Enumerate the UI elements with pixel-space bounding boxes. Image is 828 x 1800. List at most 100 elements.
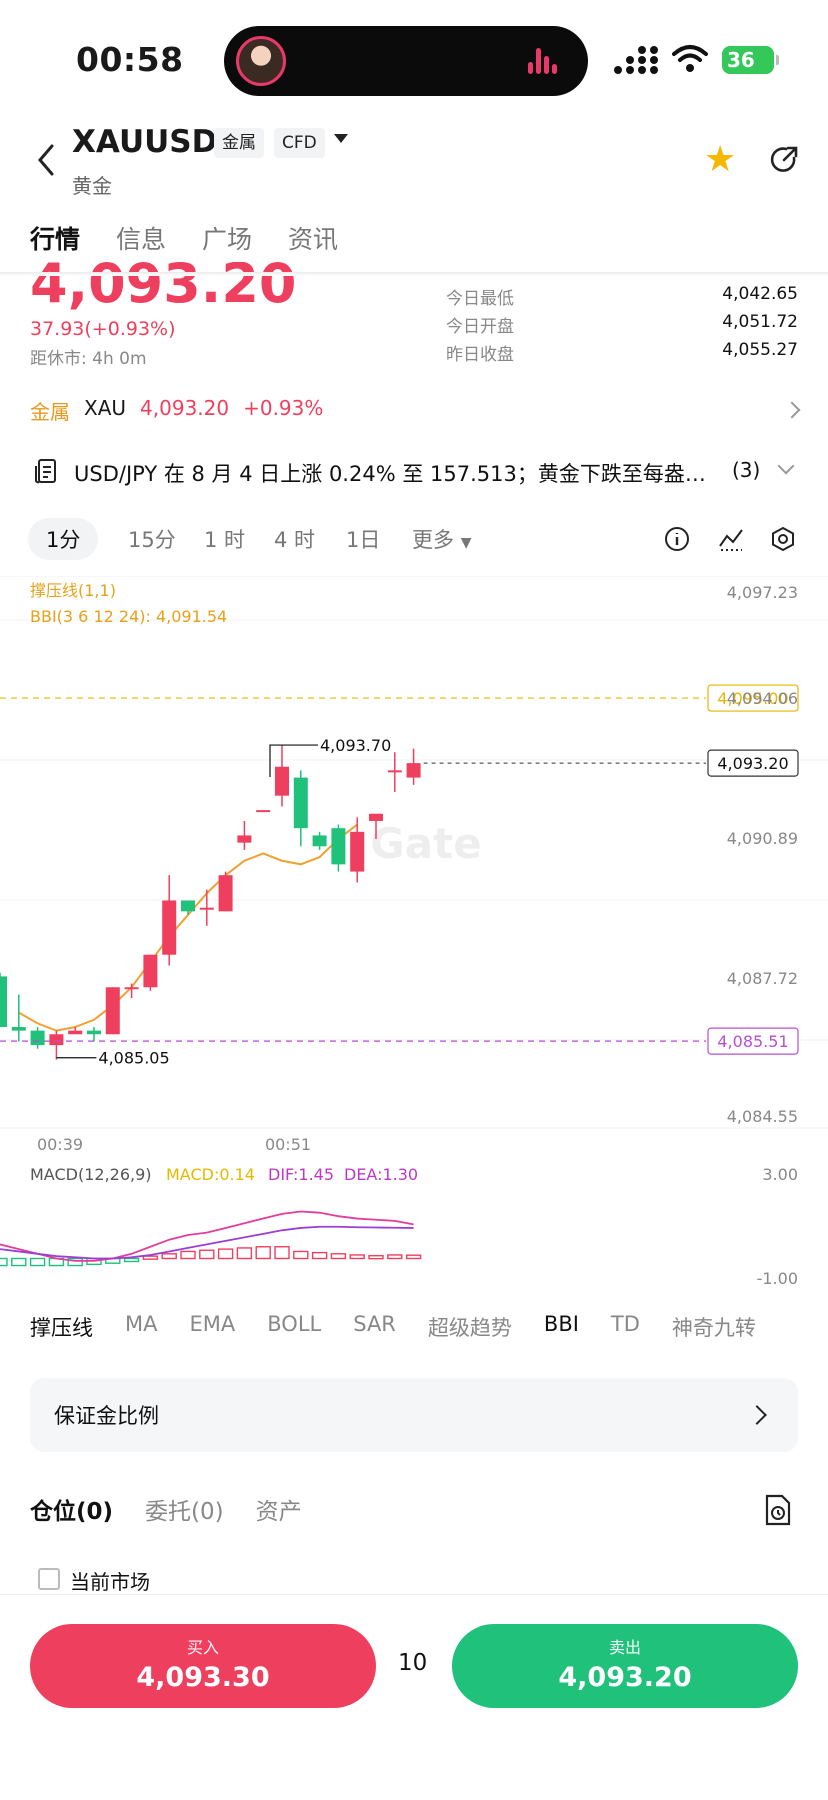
margin-ratio-label: 保证金比例 — [54, 1404, 159, 1428]
candle-body — [162, 900, 177, 955]
macd-histogram-bar — [217, 1248, 234, 1260]
ind-tab-ema[interactable]: EMA — [189, 1312, 236, 1336]
macd-histogram-bar — [0, 1257, 8, 1267]
buy-button[interactable]: 买入 4,093.30 — [30, 1624, 376, 1708]
candle-body — [256, 810, 271, 813]
candle-body — [124, 987, 139, 990]
macd-histogram-bar — [180, 1250, 196, 1260]
cellular-signal-icon — [614, 46, 658, 76]
bbi-label: BBI(3 6 12 24): 4,091.54 — [30, 607, 227, 626]
tag-cfd[interactable]: CFD — [274, 128, 325, 158]
history-doc-icon[interactable] — [764, 1494, 792, 1526]
chevron-right-icon[interactable] — [783, 401, 801, 419]
ind-tab-magic9[interactable]: 神奇九转 — [671, 1316, 756, 1340]
ind-tab-td[interactable]: TD — [610, 1312, 640, 1336]
y-tick: 4,097.23 — [727, 583, 798, 602]
related-metal-row[interactable]: 金属 XAU 4,093.20 +0.93% — [30, 396, 323, 425]
y-tick: 4,084.55 — [727, 1107, 798, 1126]
favorite-star-icon[interactable]: ★ — [704, 139, 737, 180]
chart-settings-icon[interactable] — [770, 526, 796, 552]
macd-histogram-bar — [123, 1257, 140, 1263]
margin-ratio-card[interactable]: 保证金比例 — [30, 1378, 798, 1452]
stat-label-low: 今日最低 — [446, 289, 514, 309]
tab-news[interactable]: 资讯 — [288, 225, 339, 254]
info-icon[interactable] — [664, 526, 690, 552]
price-change: 37.93(+0.93%) — [30, 318, 176, 340]
ind-tab-boll[interactable]: BOLL — [267, 1312, 322, 1336]
tab-assets[interactable]: 资产 — [255, 1499, 302, 1525]
tag-metal: 金属 — [214, 128, 264, 158]
divider — [0, 1594, 828, 1595]
candle-body — [30, 1030, 45, 1046]
order-quantity[interactable]: 10 — [398, 1650, 428, 1676]
tab-positions[interactable]: 仓位(0) — [30, 1499, 114, 1525]
macd-histogram-bar — [161, 1253, 177, 1260]
macd-histogram-bar — [142, 1255, 159, 1260]
ind-tab-bbi[interactable]: BBI — [543, 1312, 579, 1336]
tab-info[interactable]: 信息 — [116, 225, 167, 254]
sell-label: 卖出 — [608, 1638, 641, 1657]
last-price-value: 4,093.20 — [717, 754, 788, 773]
candle-body — [87, 1030, 101, 1035]
buy-label: 买入 — [186, 1638, 219, 1657]
dynamic-island[interactable] — [224, 26, 588, 96]
interval-1h[interactable]: 1 时 — [204, 528, 246, 552]
candle-body — [49, 1034, 64, 1046]
y-tick: 4,094.06 — [727, 689, 798, 708]
tab-market[interactable]: 行情 — [30, 225, 81, 254]
resistance-value: 4,095.00 — [717, 689, 788, 708]
ind-tab-sar[interactable]: SAR — [353, 1312, 396, 1336]
ind-tab-sr[interactable]: 撑压线 — [30, 1316, 93, 1340]
current-market-checkbox[interactable] — [38, 1568, 60, 1590]
macd-histogram-bar — [274, 1246, 290, 1260]
back-icon[interactable] — [32, 140, 62, 180]
tab-square[interactable]: 广场 — [202, 225, 253, 254]
position-tabs: 仓位(0) 委托(0) 资产 — [30, 1492, 334, 1526]
stat-label-prev-close: 昨日收盘 — [446, 345, 514, 365]
wifi-icon — [672, 45, 708, 72]
news-icon — [35, 459, 56, 484]
sell-button[interactable]: 卖出 4,093.20 — [452, 1624, 798, 1708]
interval-1d[interactable]: 1日 — [346, 528, 381, 552]
symbol-subtitle: 黄金 — [72, 174, 112, 198]
macd-y-tick: 3.00 — [762, 1165, 798, 1184]
candle-body — [406, 763, 421, 778]
interval-4h[interactable]: 4 时 — [274, 528, 316, 552]
more-caret-icon: ▼ — [460, 535, 472, 551]
macd-histogram-bar — [311, 1251, 328, 1260]
share-icon[interactable] — [768, 144, 800, 176]
interval-more[interactable]: 更多 ▼ — [412, 524, 471, 554]
macd-histogram-bar — [236, 1247, 253, 1260]
stat-value-low: 4,042.65 — [722, 284, 798, 304]
candle-body — [0, 976, 7, 1028]
main-tabs: 行情 信息 广场 资讯 — [30, 220, 374, 260]
ind-tab-supertrend[interactable]: 超级趋势 — [427, 1316, 512, 1340]
watermark: Gate — [370, 819, 481, 868]
tab-orders[interactable]: 委托(0) — [145, 1499, 224, 1525]
expand-news-icon[interactable] — [777, 457, 795, 475]
candle-body — [350, 831, 365, 872]
candle-body — [387, 770, 402, 773]
macd-histogram-bar — [199, 1249, 215, 1260]
bbi-line — [18, 823, 358, 1032]
macd-histogram-bar — [330, 1253, 347, 1260]
buy-price: 4,093.30 — [136, 1662, 270, 1693]
interval-15m[interactable]: 15分 — [128, 528, 176, 552]
candle-body — [312, 835, 327, 847]
resistance-tag — [707, 684, 799, 712]
candle-body — [105, 987, 120, 1035]
chevron-down-icon[interactable] — [334, 134, 348, 143]
indicator-icon[interactable] — [718, 526, 744, 552]
macd-label: MACD(12,26,9) — [30, 1165, 152, 1184]
ind-tab-ma[interactable]: MA — [125, 1312, 158, 1336]
candle-body — [218, 875, 233, 912]
macd-histogram-bar — [67, 1257, 83, 1267]
candle-body — [237, 835, 252, 843]
metal-category: 金属 — [30, 400, 70, 424]
candlestick-chart[interactable]: Gate 4,095.00 4,085.51 4,093.20 4,093.70 4,… — [0, 576, 828, 1296]
support-tag — [707, 1027, 799, 1055]
sr-label: 撑压线(1,1) — [30, 581, 116, 600]
interval-1m[interactable]: 1分 — [28, 518, 99, 560]
news-headline[interactable]: USD/JPY 在 8 月 4 日上涨 0.24% 至 157.513；黄金下跌… — [74, 462, 706, 486]
high-mark-label: 4,093.70 — [320, 736, 391, 755]
